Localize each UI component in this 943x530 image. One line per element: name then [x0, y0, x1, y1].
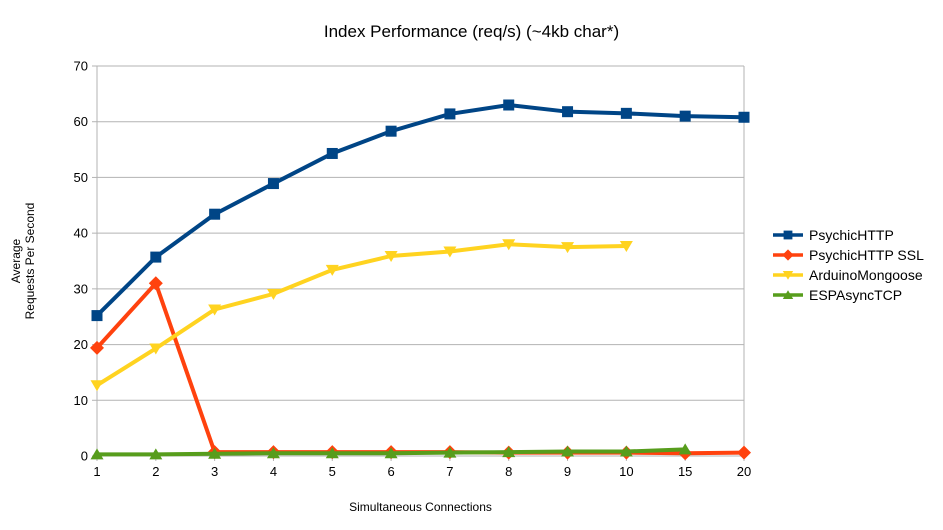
data-point-marker	[150, 251, 162, 263]
x-tick-label: 6	[387, 464, 394, 479]
x-axis-title: Simultaneous Connections	[349, 500, 492, 514]
y-tick-label: 0	[81, 449, 88, 464]
data-point-marker	[148, 276, 163, 291]
data-point-marker	[783, 230, 793, 239]
data-point-marker	[561, 445, 575, 457]
x-tick-label: 8	[505, 464, 512, 479]
data-point-marker	[149, 448, 163, 460]
x-tick-label: 2	[152, 464, 159, 479]
data-point-marker	[267, 178, 279, 190]
data-point-marker	[443, 246, 457, 258]
data-point-marker	[619, 240, 633, 252]
x-tick-label: 5	[329, 464, 336, 479]
data-point-marker	[619, 445, 633, 457]
data-point-marker	[90, 380, 104, 392]
x-tick-label: 7	[446, 464, 453, 479]
data-point-marker	[443, 446, 457, 458]
chart-title: Index Performance (req/s) (~4kb char*)	[323, 22, 620, 41]
data-point-marker	[782, 248, 794, 261]
y-tick-label: 40	[74, 226, 88, 241]
x-tick-label: 15	[678, 464, 692, 479]
data-point-marker	[149, 343, 163, 355]
x-tick-label: 4	[270, 464, 277, 479]
data-point-marker	[90, 448, 104, 460]
x-tick-label: 20	[737, 464, 751, 479]
diamond-marker-icon	[773, 248, 803, 261]
data-point-marker	[502, 446, 516, 458]
data-point-marker	[384, 250, 398, 262]
x-tick-label: 9	[564, 464, 571, 479]
legend-label: ESPAsyncTCP	[809, 286, 903, 303]
data-point-marker	[738, 111, 750, 123]
legend: PsychicHTTP PsychicHTTP SSL ArduinoMongo…	[772, 226, 924, 303]
data-point-marker	[266, 447, 280, 459]
data-point-marker	[384, 447, 398, 459]
series-line	[95, 279, 745, 456]
data-point-marker	[326, 147, 338, 159]
data-point-marker	[679, 110, 691, 122]
data-point-marker	[91, 310, 103, 322]
data-point-marker	[444, 108, 456, 120]
y-axis-title: Average Requests Per Second	[9, 202, 37, 320]
data-point-marker	[208, 304, 222, 316]
triangle-up-marker-icon	[773, 289, 803, 299]
square-marker-icon	[773, 230, 803, 239]
data-point-marker	[678, 443, 692, 455]
y-tick-label: 60	[74, 114, 88, 129]
data-point-marker	[385, 125, 397, 137]
legend-item-espasynctcp: ESPAsyncTCP	[772, 286, 924, 303]
data-point-marker	[325, 447, 339, 459]
data-point-marker	[266, 288, 280, 300]
data-point-marker	[561, 242, 575, 254]
data-point-marker	[782, 289, 794, 299]
x-tick-label: 3	[211, 464, 218, 479]
legend-item-arduinomongoose: ArduinoMongoose	[772, 266, 924, 283]
data-point-marker	[737, 445, 751, 460]
data-point-marker	[620, 107, 632, 119]
legend-item-psychichttp-ssl: PsychicHTTP SSL	[772, 246, 924, 263]
data-point-marker	[90, 340, 104, 355]
y-tick-label: 50	[74, 170, 88, 185]
data-point-marker	[562, 106, 574, 118]
y-tick-label: 10	[74, 393, 88, 408]
data-point-marker	[208, 447, 222, 459]
data-point-marker	[502, 239, 516, 251]
data-point-marker	[782, 270, 794, 280]
legend-item-psychichttp: PsychicHTTP	[772, 226, 924, 243]
x-tick-label: 1	[93, 464, 100, 479]
data-point-marker	[503, 99, 515, 111]
series-line	[95, 242, 627, 387]
data-point-marker	[325, 264, 339, 276]
y-tick-label: 70	[74, 59, 88, 74]
series-line	[95, 102, 745, 318]
data-point-marker	[209, 208, 221, 220]
x-tick-label: 10	[619, 464, 633, 479]
legend-label: ArduinoMongoose	[809, 266, 923, 283]
triangle-down-marker-icon	[773, 270, 803, 280]
y-tick-label: 30	[74, 281, 88, 296]
y-tick-label: 20	[74, 337, 88, 352]
legend-label: PsychicHTTP	[809, 226, 894, 243]
legend-label: PsychicHTTP SSL	[809, 246, 924, 263]
